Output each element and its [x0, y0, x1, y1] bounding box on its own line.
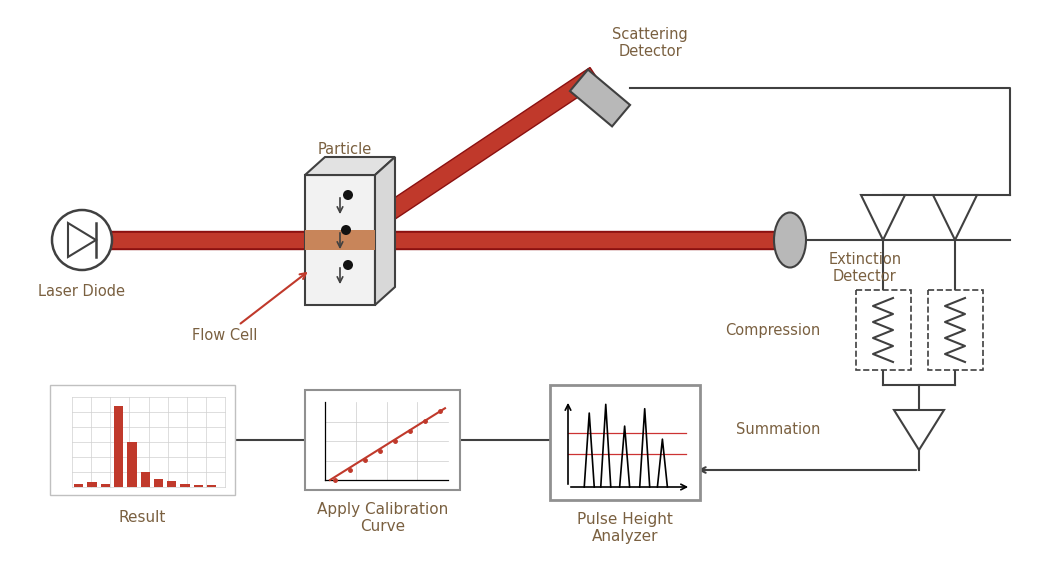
Bar	[305, 230, 375, 250]
Text: Flow Cell: Flow Cell	[192, 273, 306, 343]
Polygon shape	[933, 195, 977, 240]
Bar	[128, 442, 137, 487]
Bar	[50, 385, 235, 495]
Bar	[141, 473, 149, 487]
Polygon shape	[100, 233, 780, 247]
Polygon shape	[861, 195, 905, 240]
Bar	[550, 385, 700, 500]
Bar	[305, 390, 460, 490]
Bar	[153, 479, 163, 487]
Circle shape	[343, 260, 353, 270]
Text: Air Particle Measurement: Air Particle Measurement	[103, 389, 183, 394]
Bar	[74, 484, 83, 487]
Text: Extinction
Detector: Extinction Detector	[829, 252, 901, 284]
Bar	[114, 406, 123, 487]
Text: Summation Sensor Calibration: Summation Sensor Calibration	[335, 396, 430, 401]
Bar	[167, 481, 176, 487]
Circle shape	[343, 190, 353, 200]
Polygon shape	[305, 157, 395, 175]
Bar	[305, 175, 375, 305]
Text: Compression: Compression	[725, 323, 820, 338]
Text: Apply Calibration
Curve: Apply Calibration Curve	[317, 502, 448, 534]
Bar	[87, 482, 96, 487]
Text: Pulse Height
Analyzer: Pulse Height Analyzer	[577, 512, 673, 544]
Bar	[180, 484, 190, 487]
Bar	[101, 484, 110, 487]
Circle shape	[52, 210, 112, 270]
Polygon shape	[375, 157, 395, 305]
Text: Laser Diode: Laser Diode	[38, 285, 125, 300]
Ellipse shape	[774, 213, 806, 267]
Text: Particle Size (μm): Particle Size (μm)	[359, 481, 407, 485]
Bar	[207, 485, 217, 487]
Polygon shape	[100, 231, 780, 249]
Polygon shape	[351, 67, 600, 243]
Bar	[856, 290, 910, 370]
Bar	[194, 485, 203, 487]
Polygon shape	[570, 70, 630, 126]
Text: Σ: Σ	[914, 421, 925, 439]
Polygon shape	[894, 410, 944, 450]
Bar	[927, 290, 982, 370]
Text: Scattering
Detector: Scattering Detector	[612, 27, 688, 59]
Text: Summation: Summation	[735, 423, 820, 438]
Text: Result: Result	[119, 509, 166, 524]
Text: Particle: Particle	[318, 143, 372, 158]
Circle shape	[341, 225, 351, 235]
